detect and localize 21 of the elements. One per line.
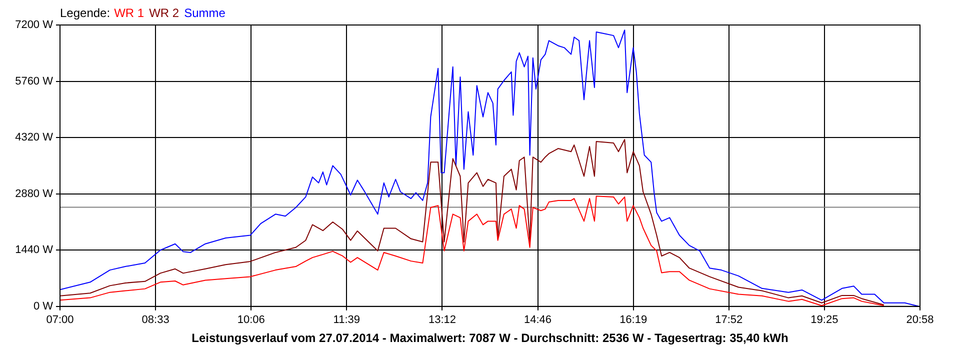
x-tick-label: 07:00 [46,314,74,326]
x-tick-label: 11:39 [333,314,360,326]
x-tick-label: 10:06 [237,314,265,326]
x-axis-title: Leistungsverlauf vom 27.07.2014 - Maximalwert: 7087 W - Durchschnitt: 2536 W - Tagesertrag: 35,40 kWh [192,331,788,346]
x-tick-label: 14:46 [524,314,552,326]
y-tick-label: 0 W [33,300,54,312]
y-tick-label: 7200 W [15,19,54,32]
x-tick-label: 08:33 [142,314,170,326]
x-tick-label: 13:12 [428,314,456,326]
y-tick-label: 4320 W [15,132,54,144]
y-tick-label: 5760 W [15,75,54,88]
x-tick-label: 19:25 [810,314,838,326]
text: WR 2 [149,6,180,20]
x-tick-label: 20:58 [906,314,934,326]
y-tick-label: 1440 W [15,244,54,256]
legend-title: Legende: [60,6,110,20]
x-tick-label: 16:19 [620,314,648,326]
y-tick-label: 2880 W [15,188,54,200]
text: Summe [184,6,226,20]
x-tick-label: 17:52 [715,314,743,326]
text: WR 1 [114,6,144,20]
